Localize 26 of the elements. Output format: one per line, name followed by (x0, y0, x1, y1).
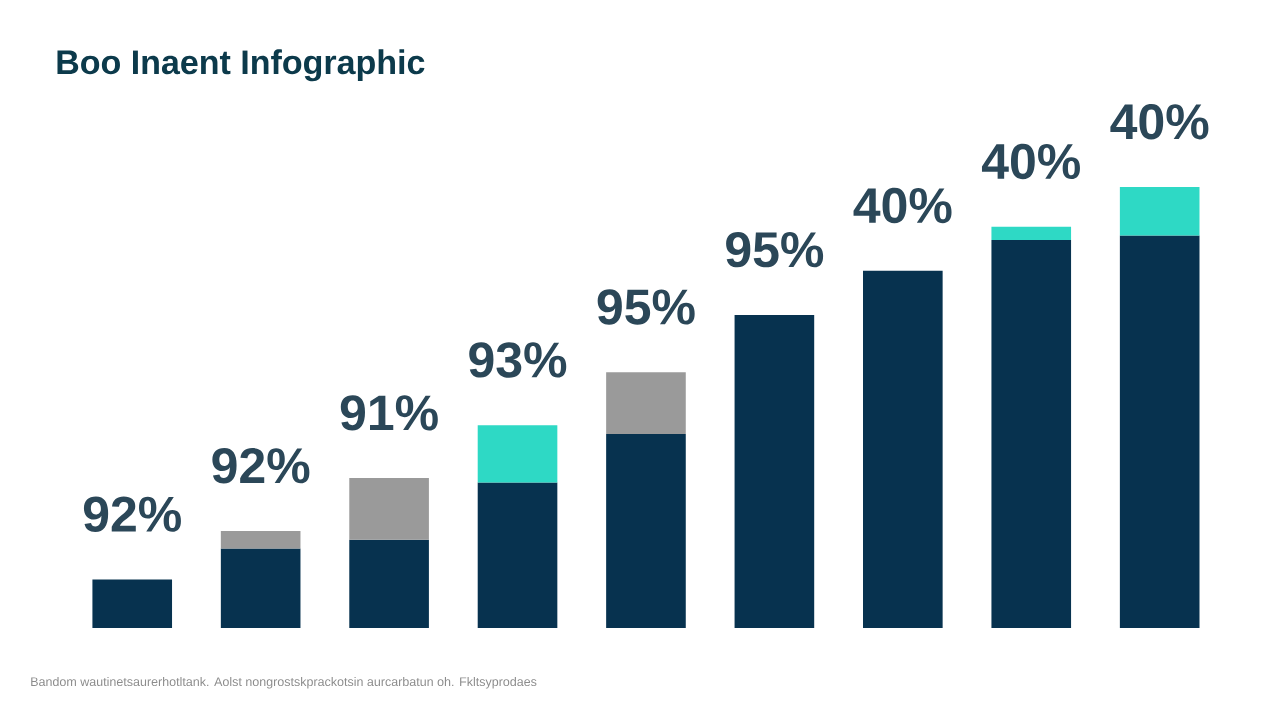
bar (477, 425, 558, 483)
annotation: 92% (83, 496, 181, 532)
bar (1119, 186, 1200, 236)
bar (349, 539, 429, 628)
annotation: 91% (340, 395, 438, 431)
bar (863, 270, 943, 628)
bar (1119, 235, 1200, 628)
bar (606, 433, 686, 628)
bar (477, 482, 558, 628)
text: 40% (1110, 104, 1209, 140)
annotation: 93% (469, 342, 567, 378)
annotation: 95% (597, 289, 695, 325)
bar (349, 478, 429, 540)
bar (606, 372, 686, 434)
annotation: 95% (726, 231, 824, 268)
annotation: 92% (212, 448, 310, 484)
bar (220, 548, 301, 628)
bar (92, 579, 173, 628)
text: Bandom wautinetsaurerhotltank. Aolst nongrostskprackotsin aurcarbatun oh. Fkltsyprodaes (31, 676, 537, 689)
bar (734, 314, 815, 628)
bar (991, 239, 1072, 628)
annotation: 40% (853, 187, 952, 224)
text: 40% (981, 143, 1080, 180)
bar (991, 226, 1072, 240)
bar (220, 530, 301, 549)
chart-title: Boo Inaent Infographic (57, 49, 425, 82)
